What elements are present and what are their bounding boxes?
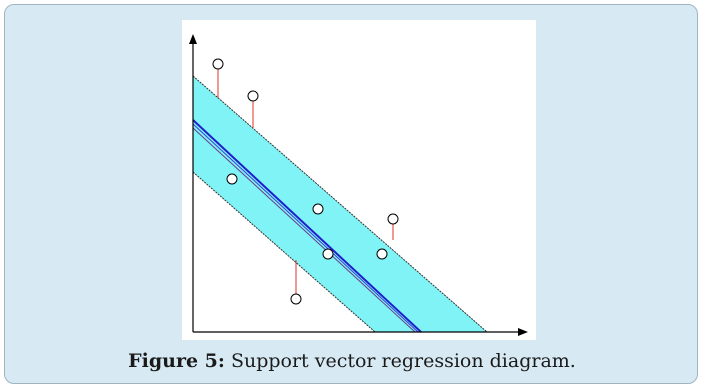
data-point xyxy=(226,173,238,185)
axes xyxy=(189,34,528,336)
data-point xyxy=(376,248,388,260)
y-axis-arrow xyxy=(189,34,197,44)
tube-lower-boundary xyxy=(192,171,376,333)
regression-line-3 xyxy=(192,127,416,333)
data-points xyxy=(212,58,399,305)
data-point xyxy=(387,213,399,225)
regression-line xyxy=(192,119,422,333)
data-point xyxy=(212,58,224,70)
data-point xyxy=(290,293,302,305)
data-point xyxy=(322,248,334,260)
regression-line-2 xyxy=(192,123,419,333)
caption-text: Support vector regression diagram. xyxy=(224,350,576,372)
figure-card: Figure 5: Support vector regression diag… xyxy=(4,4,698,384)
data-point xyxy=(312,203,324,215)
tube-upper-boundary xyxy=(192,75,488,333)
figure-caption: Figure 5: Support vector regression diag… xyxy=(5,350,699,372)
data-point xyxy=(247,90,259,102)
caption-label: Figure 5: xyxy=(128,350,225,372)
x-axis-arrow xyxy=(518,328,528,336)
svr-diagram-svg xyxy=(189,34,528,336)
svr-diagram xyxy=(182,20,536,340)
